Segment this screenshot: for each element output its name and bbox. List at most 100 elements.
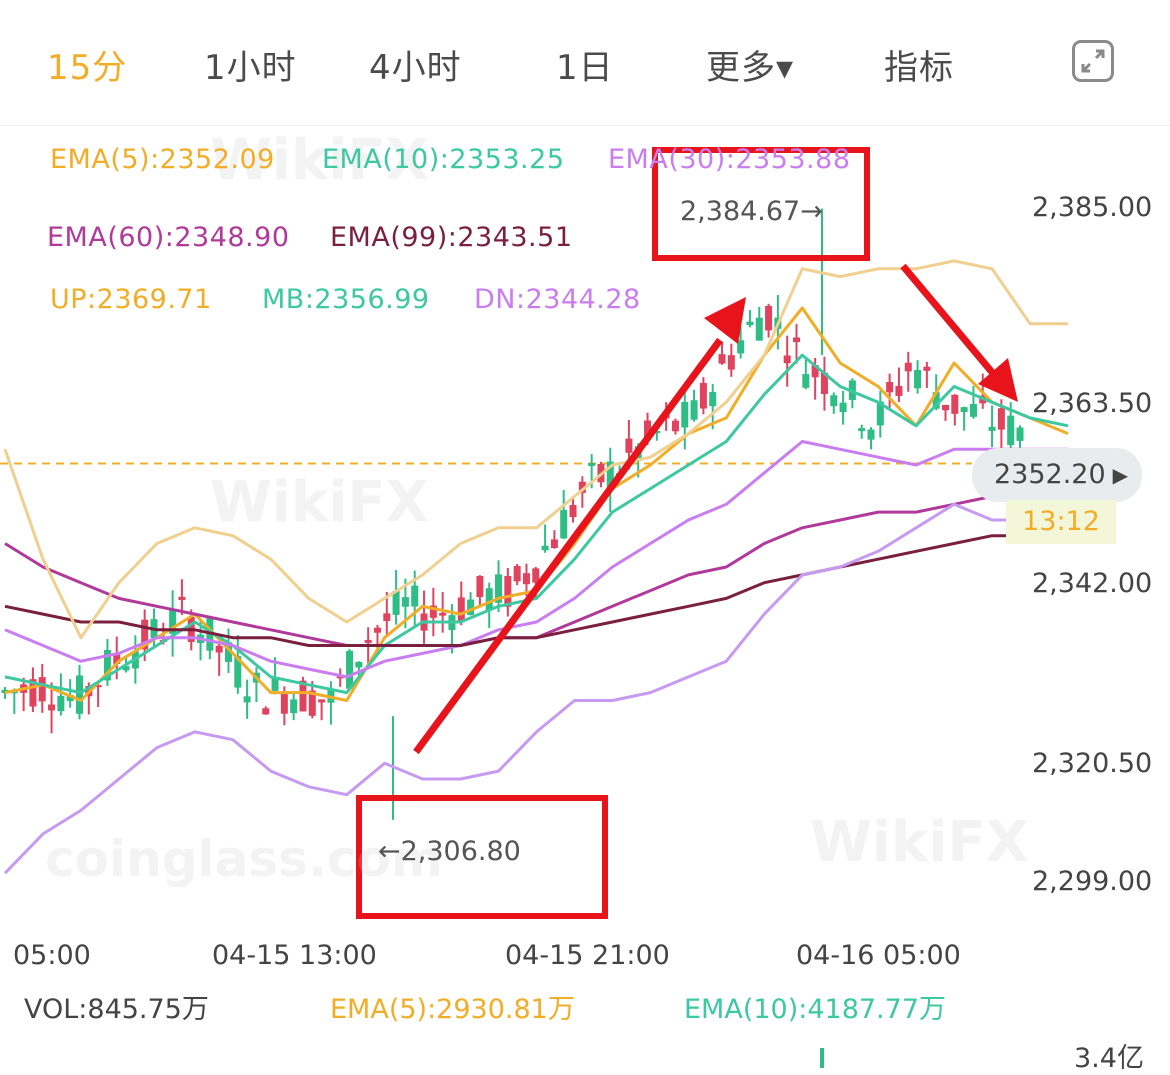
- price-tick: 2,320.50: [1032, 748, 1153, 779]
- current-price: 2352.20: [994, 459, 1106, 490]
- candle-body: [914, 369, 922, 389]
- price-tick: 2,363.50: [1032, 388, 1153, 419]
- candle-body: [38, 677, 46, 702]
- candle-body: [858, 428, 866, 432]
- candle-body: [737, 340, 745, 354]
- tab-1h[interactable]: 1小时: [204, 48, 297, 88]
- candle-body: [578, 481, 586, 493]
- candle-body: [1007, 415, 1015, 446]
- candle-body: [765, 305, 773, 331]
- current-price-label[interactable]: 2352.20 ▶: [972, 448, 1142, 502]
- candle-body: [169, 610, 177, 634]
- trend-arrow-up: [413, 337, 723, 755]
- candle-body: [401, 597, 409, 607]
- tab-more[interactable]: 更多▾: [706, 48, 795, 88]
- candle-body: [802, 374, 810, 388]
- candle-body: [718, 354, 726, 364]
- candle-body: [876, 401, 884, 426]
- candle-body: [122, 666, 130, 671]
- candle-body: [113, 654, 121, 664]
- candle-body: [969, 403, 977, 417]
- candle-body: [820, 372, 828, 395]
- candle-body: [290, 699, 298, 714]
- candle-body: [392, 590, 400, 615]
- candle-body: [383, 613, 391, 622]
- expand-icon[interactable]: [1072, 40, 1114, 82]
- candle-body: [103, 649, 111, 681]
- candle-body: [495, 574, 503, 603]
- ema99-line: [4, 526, 1069, 647]
- candle-body: [411, 585, 419, 607]
- candle-body: [867, 429, 875, 440]
- candle-body: [699, 382, 707, 409]
- candle-body: [504, 576, 512, 607]
- candlestick-chart[interactable]: [0, 126, 1170, 1068]
- legend-ema5: EMA(5):2352.09: [50, 144, 275, 175]
- candle-body: [625, 438, 633, 453]
- timeframe-bar: 15分 1小时 4小时 1日 更多▾ 指标: [0, 0, 1170, 126]
- highlight-box-low: [356, 795, 608, 919]
- watermark: WikiFX: [810, 810, 1029, 875]
- candle-body: [224, 642, 232, 662]
- price-tick: 2,342.00: [1032, 568, 1153, 599]
- candle-body: [262, 708, 270, 715]
- play-icon: ▶: [1112, 463, 1128, 487]
- candle-body: [532, 568, 540, 583]
- volume-scale: 3.4亿: [1074, 1043, 1144, 1074]
- candle-body: [318, 699, 326, 703]
- candle-body: [467, 599, 475, 616]
- trend-arrow-down: [900, 263, 999, 380]
- time-tick: 04-15 13:00: [212, 940, 377, 971]
- trend-arrow-down-head: [978, 358, 1018, 402]
- time-tick: 04-15 21:00: [505, 940, 670, 971]
- legend-up: UP:2369.71: [50, 284, 212, 315]
- candle-body: [690, 400, 698, 420]
- candle-body: [57, 695, 65, 712]
- candle-body: [48, 704, 56, 711]
- candle-body: [886, 382, 894, 393]
- candle-body: [895, 385, 903, 397]
- volume-value: VOL:845.75万: [24, 994, 209, 1025]
- candle-body: [960, 407, 968, 413]
- legend-dn: DN:2344.28: [474, 284, 641, 315]
- legend-ema10: EMA(10):2353.25: [322, 144, 565, 175]
- time-tick: 04-16 05:00: [796, 940, 961, 971]
- candle-body: [569, 504, 577, 518]
- legend-ema99: EMA(99):2343.51: [330, 222, 573, 253]
- ema10-line: [4, 353, 1069, 695]
- candle-body: [727, 355, 735, 370]
- tab-1d[interactable]: 1日: [556, 48, 614, 88]
- candle-body: [522, 573, 530, 585]
- candle-body: [355, 661, 363, 668]
- candle-body: [439, 612, 447, 616]
- highlight-box-high: [652, 147, 870, 261]
- tab-indicators[interactable]: 指标: [884, 48, 954, 88]
- candle-body: [457, 597, 465, 622]
- candle-body: [811, 365, 819, 378]
- price-tick: 2,299.00: [1032, 866, 1153, 897]
- price-tick: 2,385.00: [1032, 192, 1153, 223]
- candle-body: [541, 545, 549, 551]
- candle-body: [588, 463, 596, 467]
- candle-body: [746, 321, 754, 326]
- candle-body: [513, 565, 521, 582]
- candle-body: [783, 355, 791, 364]
- boll-up-line: [3, 259, 1068, 640]
- candle-body: [280, 692, 288, 714]
- candle-body: [66, 694, 74, 702]
- tab-4h[interactable]: 4小时: [369, 48, 462, 88]
- candle-body: [904, 362, 912, 372]
- legend-ema30: EMA(30):2353.88: [608, 144, 851, 175]
- watermark: coinglass.com: [45, 830, 443, 888]
- tab-15m[interactable]: 15分: [47, 48, 128, 88]
- candle-body: [141, 619, 149, 650]
- boll-dn-line: [3, 502, 1069, 875]
- volume-ema10: EMA(10):4187.77万: [684, 994, 946, 1025]
- candle-body: [932, 392, 940, 409]
- candle-body: [299, 680, 307, 712]
- volume-ema5: EMA(5):2930.81万: [330, 994, 575, 1025]
- candle-body: [364, 639, 372, 643]
- watermark: WikiFX: [210, 128, 429, 193]
- candle-body: [606, 461, 614, 490]
- max-price-label: 2,384.67→: [680, 196, 823, 227]
